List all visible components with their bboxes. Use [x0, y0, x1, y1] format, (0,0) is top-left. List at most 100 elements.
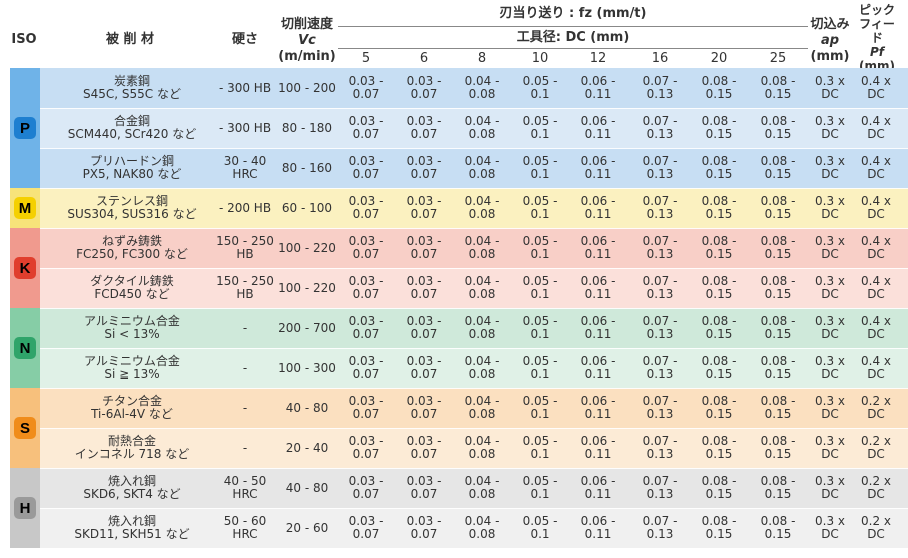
feed-cell: 0.06 -0.11 — [569, 468, 627, 508]
material-cell-line: 焼入れ鋼 — [107, 474, 156, 488]
feed-cell-line: 0.1 — [530, 167, 550, 181]
feed-cell-line: 0.13 — [646, 527, 674, 541]
feed-cell: 0.07 -0.13 — [631, 348, 689, 388]
hardness-cell-line: HRC — [232, 527, 258, 541]
feed-cell-line: 0.08 - — [760, 74, 796, 88]
depth-cell-line: 0.3 x — [815, 474, 845, 488]
feed-cell: 0.05 -0.1 — [511, 68, 569, 108]
feed-cell-line: 0.15 — [764, 287, 792, 301]
diameter-size: 16 — [651, 50, 669, 66]
material-cell-line: アルミニウム合金 — [84, 354, 180, 368]
feed-cell: 0.06 -0.11 — [569, 68, 627, 108]
feed-cell-line: 0.11 — [584, 207, 612, 221]
feed-cell-line: 0.15 — [764, 167, 792, 181]
feed-cell: 0.05 -0.1 — [511, 268, 569, 308]
depth-cell-line: 0.3 x — [815, 394, 845, 408]
feed-cell-line: 0.15 — [705, 167, 733, 181]
material-cell: ステンレス鋼 SUS304, SUS316 など — [44, 188, 220, 228]
depth-cell-line: 0.3 x — [815, 154, 845, 168]
hardness-cell: 30 - 40 HRC — [216, 148, 274, 188]
pick-feed-cell-line: 0.4 x — [861, 234, 891, 248]
feed-cell-line: 0.03 - — [348, 314, 384, 328]
feed-cell: 0.05 -0.1 — [511, 148, 569, 188]
feed-cell-line: 0.13 — [646, 487, 674, 501]
feed-cell-line: 0.04 - — [464, 234, 500, 248]
feed-cell-line: 0.08 - — [760, 194, 796, 208]
feed-cell: 0.08 -0.15 — [749, 508, 807, 548]
feed-cell-line: 0.13 — [646, 327, 674, 341]
feed-cell-line: 0.07 - — [642, 434, 678, 448]
feed-cell-line: 0.08 — [468, 127, 496, 141]
hardness-cell-line: 150 - 250 — [216, 234, 274, 248]
feed-cell: 0.06 -0.11 — [569, 148, 627, 188]
pick-feed-cell-line: 0.2 x — [861, 474, 891, 488]
feed-cell: 0.03 -0.07 — [395, 508, 453, 548]
diameter-size: 25 — [769, 50, 787, 66]
table-row: アルミニウム合金 Si < 13% -200 - 700 0.03 -0.07 0.03… — [0, 308, 908, 348]
table-row: 合金鋼 SCM440, SCr420 など - 300 HB 80 - 180 0.03… — [0, 108, 908, 148]
material-cell-line: 炭素鋼 — [113, 74, 150, 88]
feed-cell: 0.04 -0.08 — [453, 68, 511, 108]
pick-feed-cell: 0.4 x DC — [852, 348, 900, 388]
hardness-cell: 150 - 250 HB — [216, 228, 274, 268]
feed-cell: 0.03 -0.07 — [395, 188, 453, 228]
speed-cell: 20 - 60 — [272, 508, 342, 548]
feed-cell: 0.08 -0.15 — [749, 188, 807, 228]
feed-cell-line: 0.13 — [646, 207, 674, 221]
feed-cell-line: 0.07 — [352, 167, 380, 181]
speed-cell-line: 100 - 220 — [278, 240, 336, 255]
feed-cell: 0.08 -0.15 — [749, 388, 807, 428]
feed-cell-line: 0.15 — [705, 127, 733, 141]
feed-cell: 0.08 -0.15 — [690, 308, 748, 348]
feed-cell-line: 0.07 — [410, 327, 438, 341]
feed-cell: 0.07 -0.13 — [631, 308, 689, 348]
feed-cell-line: 0.03 - — [348, 74, 384, 88]
depth-cell-line: 0.3 x — [815, 314, 845, 328]
feed-cell-line: 0.07 — [352, 207, 380, 221]
feed-cell: 0.04 -0.08 — [453, 188, 511, 228]
feed-cell: 0.03 -0.07 — [395, 348, 453, 388]
depth-cell: 0.3 x DC — [806, 188, 854, 228]
table-row: ダクタイル鋳鉄 FCD450 など 150 - 250 HB 100 - 220 0.03… — [0, 268, 908, 308]
pick-title-2: フィード — [859, 17, 895, 45]
feed-cell-line: 0.15 — [764, 407, 792, 421]
material-cell-line: ダクタイル鋳鉄 — [90, 274, 174, 288]
feed-cell-line: 0.06 - — [580, 314, 616, 328]
material-cell-line: 合金鋼 — [113, 114, 150, 128]
depth-cell-line: DC — [821, 407, 839, 421]
feed-cell-line: 0.15 — [705, 327, 733, 341]
hardness-cell: - — [216, 348, 274, 388]
feed-cell: 0.04 -0.08 — [453, 348, 511, 388]
row-divider — [40, 468, 908, 469]
feed-cell: 0.03 -0.07 — [395, 428, 453, 468]
feed-cell-line: 0.07 — [410, 407, 438, 421]
feed-cell-line: 0.1 — [530, 487, 550, 501]
material-cell-line: アルミニウム合金 — [84, 314, 180, 328]
feed-cell-line: 0.05 - — [522, 234, 558, 248]
feed-cell-line: 0.06 - — [580, 74, 616, 88]
depth-cell-line: DC — [821, 527, 839, 541]
hardness-cell: 150 - 250 HB — [216, 268, 274, 308]
feed-cell-line: 0.07 — [352, 287, 380, 301]
pick-feed-cell-line: DC — [867, 487, 885, 501]
material-cell-line: S45C, S55C など — [83, 87, 181, 101]
material-cell: 炭素鋼 S45C, S55C など — [44, 68, 220, 108]
depth-cell-line: 0.3 x — [815, 434, 845, 448]
pick-feed-cell-line: 0.4 x — [861, 274, 891, 288]
feed-cell-line: 0.11 — [584, 127, 612, 141]
pick-feed-cell-line: 0.4 x — [861, 354, 891, 368]
speed-title: 切削速度 — [280, 16, 333, 32]
feed-cell: 0.05 -0.1 — [511, 348, 569, 388]
feed-cell: 0.04 -0.08 — [453, 388, 511, 428]
feed-cell: 0.03 -0.07 — [337, 68, 395, 108]
row-background — [40, 468, 908, 508]
hardness-cell: 40 - 50 HRC — [216, 468, 274, 508]
speed-cell-line: 20 - 60 — [285, 520, 329, 535]
pick-feed-cell: 0.2 x DC — [852, 508, 900, 548]
hardness-cell-line: HB — [236, 287, 254, 301]
speed-unit: (m/min) — [278, 49, 336, 65]
feed-cell: 0.08 -0.15 — [690, 108, 748, 148]
feed-cell-line: 0.15 — [705, 87, 733, 101]
depth-cell-line: DC — [821, 207, 839, 221]
speed-cell: 60 - 100 — [272, 188, 342, 228]
